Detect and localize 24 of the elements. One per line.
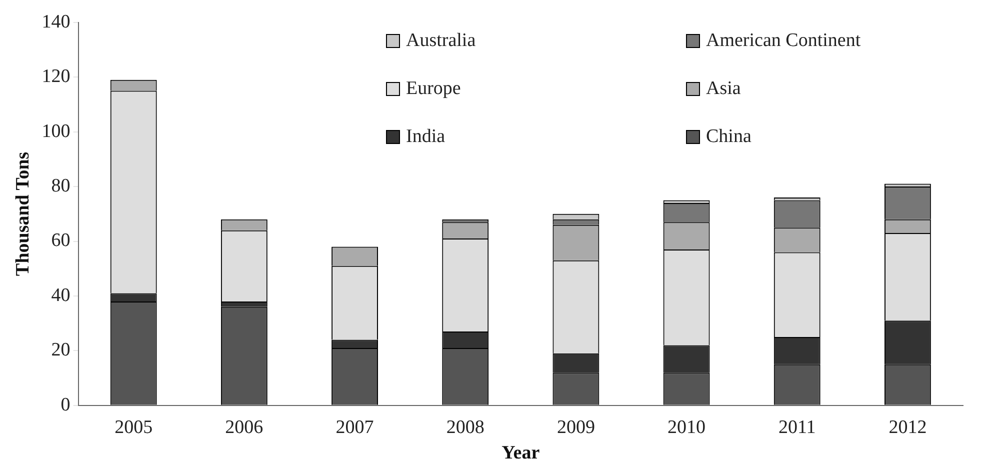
y-tick-label: 80: [51, 176, 70, 197]
x-tick-label: 2012: [888, 416, 927, 438]
y-tick-label: 100: [42, 120, 70, 142]
y-tick-label: 40: [51, 284, 70, 306]
y-tick-label: 120: [42, 66, 70, 88]
x-tick-label: 2006: [225, 416, 264, 438]
legend-label: American Continent: [706, 30, 861, 52]
legend-label: Europe: [406, 78, 461, 100]
y-tick-label: 20: [51, 340, 70, 361]
x-tick-label: 2007: [336, 416, 374, 438]
legend-label: China: [706, 126, 752, 148]
x-axis-title: Year: [502, 442, 540, 464]
y-tick-label: 60: [51, 230, 70, 252]
y-tick-label: 0: [60, 394, 70, 416]
legend-label: Australia: [406, 30, 476, 52]
x-tick-label: 2008: [446, 416, 484, 438]
y-axis-title: Thousand Tons: [12, 152, 34, 276]
x-tick-label: 2009: [556, 416, 595, 438]
x-tick-label: 2005: [114, 416, 153, 438]
x-tick-label: 2011: [778, 416, 816, 438]
legend-label: India: [406, 126, 446, 148]
x-tick-label: 2010: [668, 416, 706, 438]
legend-label: Asia: [706, 78, 741, 100]
y-tick-label: 140: [42, 11, 70, 32]
